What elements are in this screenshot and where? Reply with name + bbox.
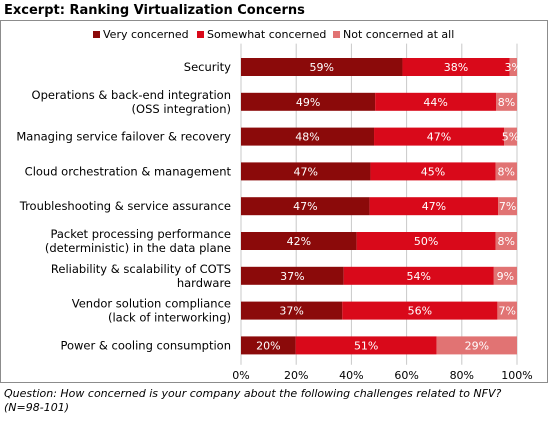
bar-segment [374, 127, 505, 146]
chart-x-axis: 0% 20% 40% 60% 80% 100% [232, 369, 532, 382]
bar-segment [241, 266, 344, 285]
bar-segment [241, 127, 375, 146]
footnote-question: Question: How concerned is your company … [4, 387, 502, 400]
chart-title: Excerpt: Ranking Virtualization Concerns [4, 3, 305, 18]
bar-value-label: 42% [287, 235, 311, 248]
bar-value-label: 38% [444, 61, 468, 74]
bar-segment [241, 58, 403, 76]
bar-value-label: 37% [279, 305, 303, 318]
chart-frame [0, 20, 548, 383]
bar-value-label: 56% [408, 305, 432, 318]
bar-segment [241, 92, 376, 111]
category-label: Troubleshooting & service assurance [19, 199, 231, 213]
x-tick-label: 20% [284, 369, 308, 382]
x-tick-label: 80% [450, 369, 474, 382]
bar-segment [241, 301, 343, 320]
bar-value-label: 45% [421, 165, 445, 178]
legend-swatch-2 [197, 31, 204, 38]
bar-value-label: 50% [414, 235, 438, 248]
category-label: Vendor solution compliance [72, 297, 231, 311]
category-label: Reliability & scalability of COTS [51, 262, 231, 276]
bar-value-label: 8% [498, 235, 515, 248]
bar-segment [295, 336, 437, 355]
bar-segment [498, 197, 517, 216]
bar-segment [241, 162, 371, 181]
category-label: Packet processing performance [50, 227, 231, 241]
bar-value-label: 8% [498, 96, 515, 109]
legend-label-2: Somewhat concerned [207, 28, 326, 41]
bar-segment [241, 336, 296, 355]
category-label: (OSS integration) [132, 102, 231, 116]
legend-swatch-3 [333, 31, 340, 38]
category-label: (lack of interworking) [108, 311, 231, 325]
bar-segment [497, 301, 517, 320]
bar-segment [436, 336, 517, 355]
bar-value-label: 47% [293, 165, 317, 178]
bar-value-label: 49% [296, 96, 320, 109]
x-tick-label: 60% [394, 369, 418, 382]
chart-bars: 59% 38% 3% 49% 44% 8% 48% 47% 5% 47% 45% 8% 47% 47% 7%… [241, 58, 522, 355]
bar-segment [369, 197, 499, 216]
bar-segment [402, 58, 510, 76]
bar-value-label: 20% [256, 339, 280, 352]
bar-value-label: 51% [354, 339, 378, 352]
x-tick-label: 100% [501, 369, 532, 382]
bar-segment [495, 232, 517, 250]
bar-segment [509, 58, 517, 76]
bar-value-label: 7% [499, 200, 516, 213]
x-tick-label: 40% [339, 369, 363, 382]
footnote-sample-size: (N=98-101) [4, 401, 69, 414]
legend-swatch-1 [93, 31, 100, 38]
category-label: Power & cooling consumption [60, 338, 231, 352]
category-label: Operations & back-end integration [32, 88, 231, 102]
bar-value-label: 29% [465, 339, 489, 352]
bar-value-label: 3% [505, 61, 522, 74]
bar-value-label: 48% [295, 131, 319, 144]
bar-segment [493, 266, 517, 285]
bar-value-label: 37% [280, 270, 304, 283]
bar-value-label: 54% [407, 270, 431, 283]
bar-value-label: 44% [423, 96, 447, 109]
bar-value-label: 7% [498, 305, 515, 318]
bar-value-label: 59% [310, 61, 334, 74]
bar-value-label: 5% [502, 131, 519, 144]
bar-segment [496, 92, 517, 111]
bar-value-label: 47% [422, 200, 446, 213]
bar-segment [375, 92, 497, 111]
bar-segment [241, 197, 370, 216]
chart-category-labels: Security Operations & back-end integratio… [16, 60, 231, 352]
bar-segment [495, 162, 517, 181]
bar-value-label: 8% [498, 165, 515, 178]
legend-label-1: Very concerned [103, 28, 189, 41]
x-tick-label: 0% [232, 369, 249, 382]
category-label: hardware [177, 276, 231, 290]
bar-segment [356, 232, 496, 250]
legend-label-3: Not concerned at all [343, 28, 454, 41]
bar-value-label: 47% [427, 131, 451, 144]
bar-segment [370, 162, 496, 181]
chart-legend: Very concerned Somewhat concerned Not conc… [93, 28, 454, 41]
category-label: (deterministic) in the data plane [45, 241, 231, 255]
bar-segment [504, 127, 517, 146]
footnote: Question: How concerned is your company … [4, 387, 549, 415]
category-label: Security [184, 60, 231, 74]
bar-segment [343, 266, 494, 285]
bar-segment [241, 232, 357, 250]
category-label: Cloud orchestration & management [25, 164, 232, 178]
category-label: Managing service failover & recovery [16, 130, 231, 144]
bar-value-label: 47% [293, 200, 317, 213]
bar-value-label: 9% [497, 270, 514, 283]
bar-segment [342, 301, 498, 320]
